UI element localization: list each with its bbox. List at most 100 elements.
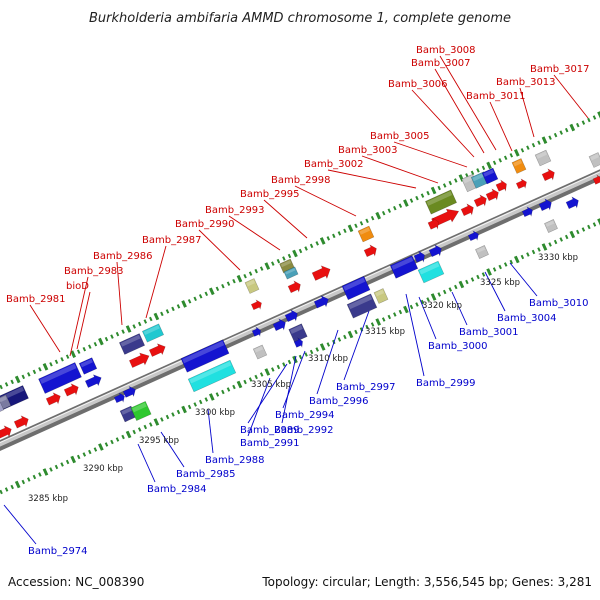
gene-arrow[interactable] [521,205,534,218]
gene-box[interactable] [475,245,489,259]
gene-arrow[interactable] [363,243,379,259]
gene-label-forward[interactable]: Bamb_2993 [205,205,265,216]
gene-arrow[interactable] [495,178,509,193]
gene-label-forward[interactable]: bioD [66,281,89,292]
gene-box[interactable] [534,149,552,167]
gene-label-forward[interactable]: Bamb_2986 [93,251,153,262]
tick-mark [398,203,403,208]
gene-box[interactable] [588,152,600,168]
gene-label-reverse[interactable]: Bamb_3000 [428,341,488,352]
gene-arrow[interactable] [541,167,557,183]
gene-label-reverse[interactable]: Bamb_2984 [147,484,207,495]
gene-label-forward[interactable]: Bamb_3017 [530,64,590,75]
gene-label-reverse[interactable]: Bamb_2985 [176,469,236,480]
gene-label-forward[interactable]: Bamb_3003 [338,145,398,156]
gene-arrow[interactable] [13,414,31,431]
gene-box[interactable] [187,359,237,393]
gene-box[interactable] [373,288,389,304]
gene-box[interactable] [341,275,371,301]
tick-mark [236,274,243,283]
gene-arrow[interactable] [287,279,303,295]
gene-label-forward[interactable]: Bamb_3007 [411,58,471,69]
gene-label-forward[interactable]: Bamb_2981 [6,294,66,305]
gene-arrow[interactable] [460,202,476,218]
gene-arrow[interactable] [251,326,262,338]
gene-arrow[interactable] [313,294,331,311]
gene-label-forward[interactable]: Bamb_3002 [304,159,364,170]
gene-box[interactable] [130,400,152,422]
gene-arrow[interactable] [0,424,14,441]
gene-box[interactable] [417,260,445,284]
gene-box[interactable] [389,255,419,279]
gene-box[interactable] [38,362,82,394]
tick-mark [370,322,375,327]
gene-box[interactable] [481,167,499,185]
gene-label-forward[interactable]: Bamb_3005 [370,131,430,142]
gene-box[interactable] [511,158,527,174]
gene-arrow[interactable] [272,317,288,333]
gene-label-reverse[interactable]: Bamb_2996 [309,396,369,407]
gene-label-forward[interactable]: Bamb_2983 [64,266,124,277]
gene-box[interactable] [346,293,378,319]
gene-arrow[interactable] [485,187,501,203]
gene-arrow[interactable] [311,263,333,283]
gene-arrow[interactable] [122,385,137,400]
gene-arrow[interactable] [45,391,63,408]
gene-label-reverse[interactable]: Bamb_2994 [275,410,335,421]
gene-arrow[interactable] [427,216,441,231]
gene-label-reverse[interactable]: Bamb_2989 [240,425,300,436]
connector-line [316,329,339,395]
gene-label-reverse[interactable]: Bamb_2999 [416,378,476,389]
gene-label-reverse[interactable]: Bamb_3004 [497,313,557,324]
gene-box[interactable] [0,400,5,414]
gene-label-reverse[interactable]: Bamb_2992 [274,425,334,436]
gene-arrow[interactable] [63,382,81,399]
gene-label-reverse[interactable]: Bamb_2988 [205,455,265,466]
gene-label-forward[interactable]: Bamb_3011 [466,91,526,102]
gene-box[interactable] [118,333,146,355]
tick-mark [38,472,42,477]
gene-arrow[interactable] [250,298,263,311]
gene-label-forward[interactable]: Bamb_3013 [496,77,556,88]
gene-arrow[interactable] [148,341,168,359]
gene-label-reverse[interactable]: Bamb_2997 [336,382,396,393]
gene-box[interactable] [180,339,230,373]
gene-box[interactable] [141,323,165,343]
tick-mark [243,273,247,279]
gene-arrow[interactable] [538,197,554,213]
gene-box[interactable] [283,266,299,280]
gene-label-reverse[interactable]: Bamb_3010 [529,298,589,309]
gene-box[interactable] [252,344,268,360]
gene-arrow[interactable] [293,337,304,349]
gene-arrow[interactable] [413,249,427,264]
gene-arrow[interactable] [113,391,126,404]
gene-label-forward[interactable]: Bamb_2990 [175,219,235,230]
gene-label-forward[interactable]: Bamb_3008 [416,45,476,56]
gene-box[interactable] [0,394,12,412]
gene-arrow[interactable] [515,177,528,190]
gene-label-reverse[interactable]: Bamb_3001 [459,327,519,338]
gene-label-forward[interactable]: Bamb_2995 [240,189,300,200]
gene-label-forward[interactable]: Bamb_3006 [388,79,448,90]
connector-line [343,310,370,381]
gene-arrow[interactable] [284,308,300,324]
gene-box[interactable] [78,357,98,375]
gene-label-forward[interactable]: Bamb_2998 [271,175,331,186]
gene-label-reverse[interactable]: Bamb_2974 [28,546,88,557]
gene-box[interactable] [357,225,375,243]
gene-arrow[interactable] [565,195,581,211]
gene-arrow[interactable] [84,372,104,390]
tick-mark [165,309,170,314]
tick-mark [42,362,49,371]
gene-label-reverse[interactable]: Bamb_2991 [240,438,300,449]
gene-arrow[interactable] [128,350,152,370]
gene-label-forward[interactable]: Bamb_2987 [142,235,202,246]
gene-arrow[interactable] [467,229,480,242]
scale-label: 3290 kbp [83,464,123,474]
gene-box[interactable] [244,278,260,294]
gene-arrow[interactable] [428,243,444,259]
gene-box[interactable] [288,323,308,343]
gene-box[interactable] [425,189,457,215]
gene-arrow[interactable] [473,193,489,209]
gene-box[interactable] [544,219,558,233]
